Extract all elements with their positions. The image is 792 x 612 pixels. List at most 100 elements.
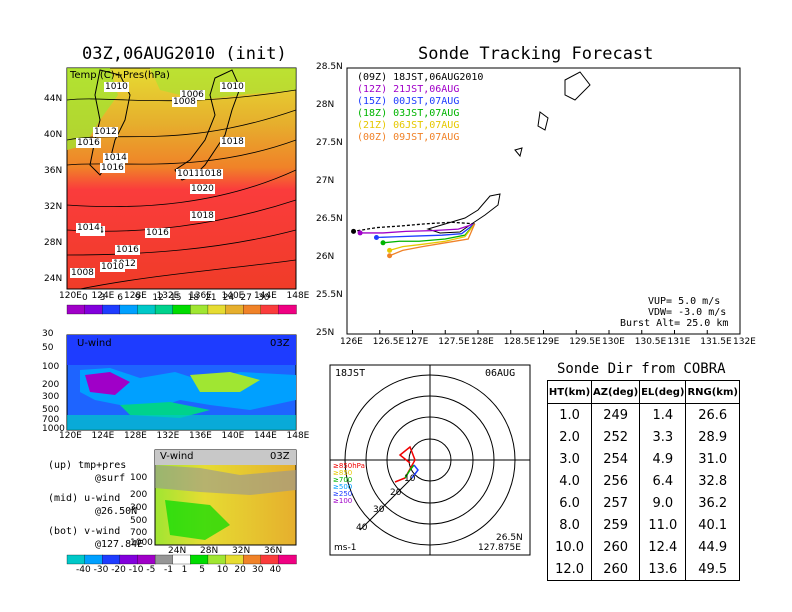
colorbar-swatch [260,554,280,565]
pressure-tick-label: 1000 [42,424,65,434]
colorbar-swatch [172,304,191,315]
isobar-label: 1010 [104,82,129,92]
field-label: Temp (C)+Pres(hPa) [70,70,170,81]
lon-tick-label: 128E [124,291,147,301]
table-cell: 4.9 [639,448,687,470]
colorbar-label: 24 [222,293,235,303]
pressure-tick-label: 200 [130,490,148,500]
table-cell: 260 [591,558,641,581]
table-cell: 44.9 [685,536,740,558]
isobar-label: 1010 [100,262,125,272]
colorbar-label: 12 [152,293,164,303]
track-endpoint [387,253,393,259]
colorbar-label: -1 [164,565,173,575]
colorbar-label: -10 [128,565,144,575]
colorbar-swatch [207,304,227,315]
table-cell: 49.5 [685,558,740,581]
colorbar-swatch [84,554,103,565]
lat-tick-label: 40N [44,130,63,140]
table-cell: 11.0 [639,514,687,536]
isobar-label: 1014 [103,153,128,163]
ring-label: 20 [390,488,402,498]
pressure-tick-label: 300 [42,392,60,402]
colorbar-label: 1 [181,565,188,575]
pressure-tick-label: 500 [42,405,60,415]
colorbar-label: 5 [199,565,205,575]
uwind-label: U-wind [77,338,112,349]
hodo-level-label: ≥500 [333,483,353,491]
colorbar-swatch [207,554,227,565]
lat-tick-label: 27.5N [316,138,343,148]
lat-tick-label: 24N [168,546,187,556]
colorbar-swatch [243,554,262,565]
colorbar-swatch [137,554,156,565]
pressure-tick-label: 100 [130,473,148,483]
pressure-tick-label: 100 [42,362,60,372]
track-line [389,223,476,252]
pressure-tick-label: 30 [42,329,54,339]
table-cell: 40.1 [685,514,740,536]
lat-tick-label: 32N [44,202,63,212]
lat-tick-label: 28.5N [316,62,343,72]
note-bot-level: @127.84E [95,539,144,550]
colorbar-swatch [260,304,280,315]
table-row: 10.0 260 12.4 44.9 [546,536,740,558]
lon-tick-label: 127E [405,337,429,347]
track-line [382,223,476,244]
lon-tick-label: 140E [221,291,245,301]
lat-tick-label: 36N [44,166,63,176]
colorbar-label: 20 [234,565,246,575]
pressure-tick-label: 700 [130,528,148,538]
lon-tick-label: 120E [59,431,82,441]
colorbar-label: 15 [170,293,182,303]
ring-label: 10 [404,474,416,484]
lat-tick-label: 27N [316,176,335,186]
colorbar-label: 9 [134,293,141,303]
hodo-lat: 26.5N [496,533,523,543]
lon-tick-label: 148E [286,431,310,441]
colorbar-swatch [154,554,174,565]
track-endpoint [357,230,363,236]
table-cell: 1.4 [639,403,687,426]
note-mid-level: @26.50N [95,506,138,517]
table-cell: 252 [591,426,641,448]
isobar-label: 1011 [176,169,201,179]
table-cell: 3.3 [639,426,687,448]
ring-label: 40 [356,523,368,533]
colorbar-swatch [66,554,86,565]
lon-tick-label: 144E [254,291,277,301]
isobar-label: 1008 [70,268,95,278]
table-cell: 32.8 [685,470,740,492]
uwind-panel [66,334,297,431]
table-cell: 6.4 [639,470,687,492]
vwind-panel [154,449,297,546]
colorbar-swatch [119,304,139,315]
table-row: 3.0 254 4.9 31.0 [546,448,740,470]
lat-tick-label: 26.5N [316,214,343,224]
hodo-time: 18JST [335,368,366,379]
table-header: AZ(deg) [591,380,641,404]
lon-tick-label: 140E [221,431,245,441]
table-cell: 10.0 [546,536,593,558]
table-cell: 8.0 [546,514,593,536]
temperature-colorbar [66,304,297,315]
hodo-date: 06AUG [485,368,516,379]
table-cell: 260 [591,536,641,558]
colorbar-label: 30 [258,293,270,303]
lon-tick-label: 128E [124,431,147,441]
hodo-level-label: ≥100 [333,497,353,505]
hodo-lon: 127.875E [478,543,521,553]
lon-tick-label: 130.5E [634,337,667,347]
lon-tick-label: 126E [340,337,363,347]
hodo-level-label: ≥850 [333,469,353,477]
colorbar-swatch [225,304,244,315]
lon-tick-label: 120E [59,291,82,301]
table-row: 8.0 259 11.0 40.1 [546,514,740,536]
table-cell: 4.0 [546,470,593,492]
isobar-label: 1010 [220,82,245,92]
colorbar-swatch [154,304,174,315]
lon-tick-label: 131E [667,337,691,347]
lat-tick-label: 36N [264,546,283,556]
uwind-time: 03Z [270,338,290,349]
pressure-tick-label: 300 [130,503,148,513]
